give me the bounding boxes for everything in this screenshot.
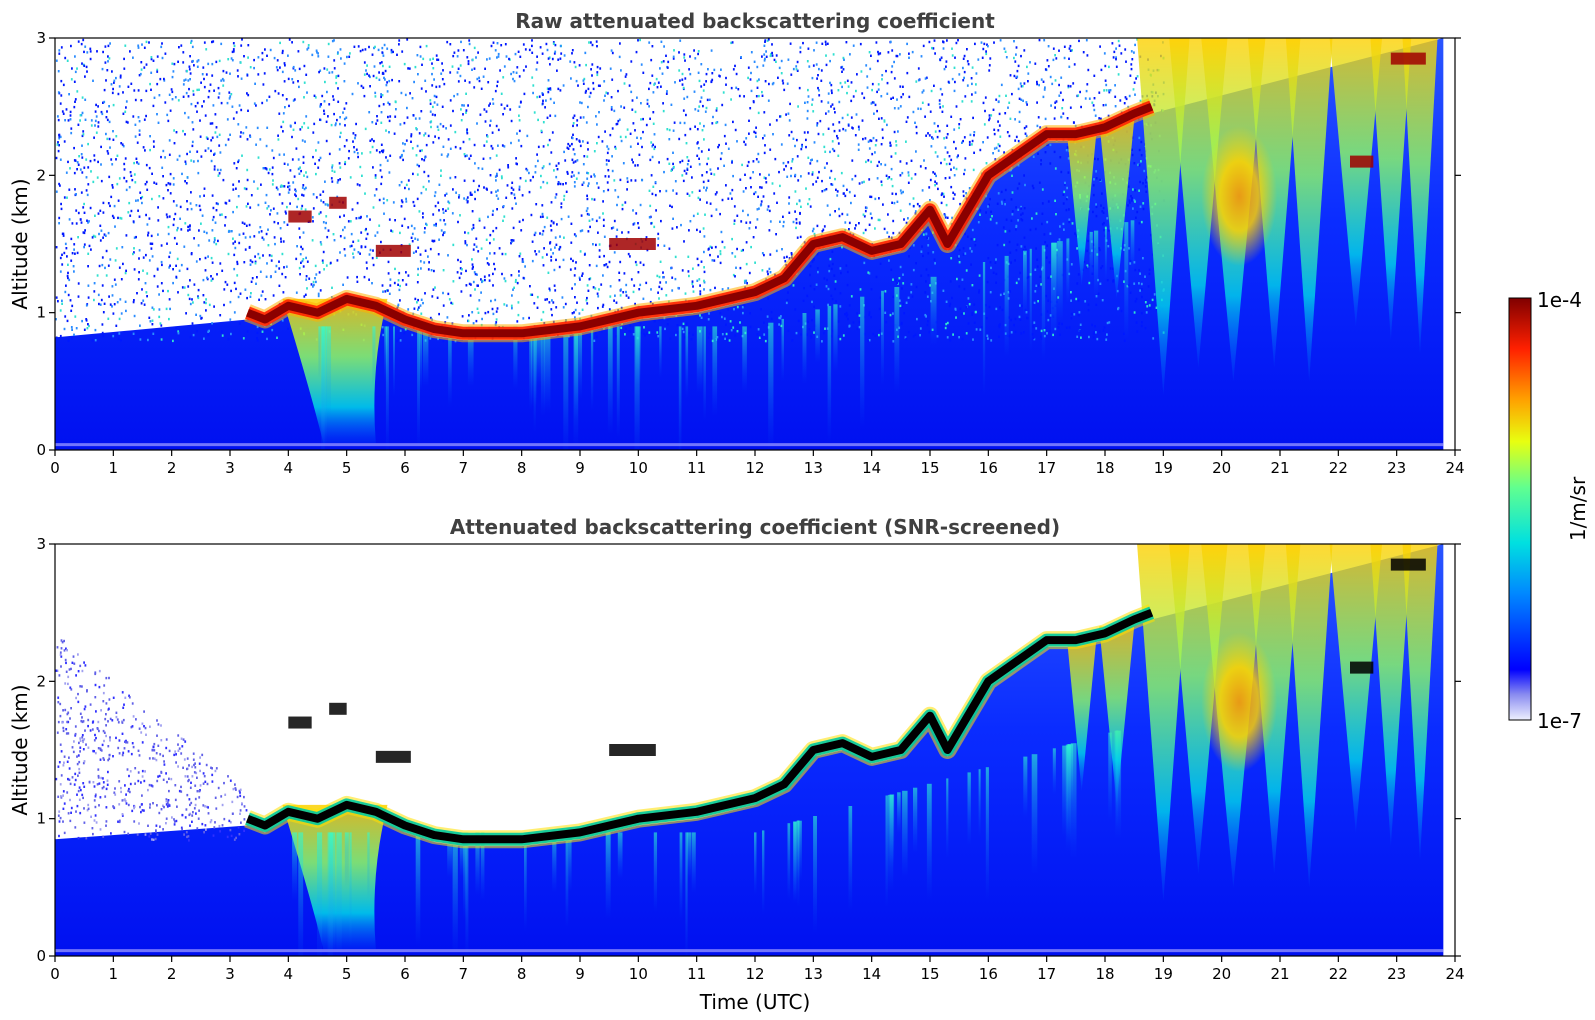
colorbar-max-label: 1e-4 bbox=[1537, 288, 1582, 312]
y-tick-label: 0 bbox=[36, 441, 46, 459]
x-tick-label: 17 bbox=[1037, 965, 1056, 983]
x-tick-label: 10 bbox=[629, 459, 648, 477]
x-tick-label: 21 bbox=[1270, 965, 1289, 983]
x-tick-label: 14 bbox=[862, 459, 881, 477]
chart-title: Attenuated backscattering coefficient (S… bbox=[450, 515, 1060, 539]
x-tick-label: 9 bbox=[575, 965, 585, 983]
x-tick-label: 13 bbox=[804, 459, 823, 477]
x-tick-label: 8 bbox=[517, 459, 527, 477]
x-tick-label: 1 bbox=[109, 459, 119, 477]
x-tick-label: 22 bbox=[1329, 965, 1348, 983]
x-tick-label: 8 bbox=[517, 965, 527, 983]
x-tick-label: 10 bbox=[629, 965, 648, 983]
y-tick-label: 0 bbox=[36, 947, 46, 965]
x-tick-label: 13 bbox=[804, 965, 823, 983]
heatmap-field bbox=[55, 38, 1455, 450]
x-tick-label: 7 bbox=[459, 459, 469, 477]
cloud-layer-top bbox=[246, 608, 1154, 844]
x-tick-label: 20 bbox=[1212, 965, 1231, 983]
x-tick-label: 16 bbox=[979, 459, 998, 477]
x-tick-label: 14 bbox=[862, 965, 881, 983]
x-axis-label: Time (UTC) bbox=[699, 990, 811, 1014]
x-tick-label: 24 bbox=[1445, 965, 1464, 983]
x-tick-label: 4 bbox=[284, 459, 294, 477]
x-tick-label: 22 bbox=[1329, 459, 1348, 477]
x-tick-label: 11 bbox=[687, 965, 706, 983]
y-tick-label: 2 bbox=[36, 672, 46, 690]
colorbar: 1e-4 1e-7 1/m/sr bbox=[1508, 288, 1590, 733]
x-tick-label: 4 bbox=[284, 965, 294, 983]
x-tick-label: 2 bbox=[167, 459, 177, 477]
y-tick-label: 3 bbox=[36, 535, 46, 553]
x-tick-label: 18 bbox=[1095, 965, 1114, 983]
x-tick-label: 0 bbox=[50, 459, 60, 477]
x-tick-label: 9 bbox=[575, 459, 585, 477]
x-tick-label: 12 bbox=[745, 459, 764, 477]
x-tick-label: 0 bbox=[50, 965, 60, 983]
y-tick-label: 2 bbox=[36, 166, 46, 184]
x-tick-label: 5 bbox=[342, 459, 352, 477]
x-tick-label: 3 bbox=[225, 965, 235, 983]
x-tick-label: 7 bbox=[459, 965, 469, 983]
panel-raw: Raw attenuated backscattering coefficien… bbox=[8, 9, 1465, 477]
x-tick-label: 12 bbox=[745, 965, 764, 983]
x-tick-label: 17 bbox=[1037, 459, 1056, 477]
y-axis-label: Altitude (km) bbox=[8, 178, 32, 309]
x-tick-label: 18 bbox=[1095, 459, 1114, 477]
y-tick-label: 1 bbox=[36, 810, 46, 828]
boundary-layer-region bbox=[55, 38, 1444, 450]
x-tick-label: 19 bbox=[1154, 459, 1173, 477]
colorbar-min-label: 1e-7 bbox=[1537, 709, 1582, 733]
panel-screened: Attenuated backscattering coefficient (S… bbox=[8, 515, 1465, 1014]
heatmap-field bbox=[55, 544, 1455, 956]
x-tick-label: 21 bbox=[1270, 459, 1289, 477]
colorbar-unit-label: 1/m/sr bbox=[1566, 476, 1590, 541]
cloud-layer-top bbox=[246, 102, 1154, 338]
x-tick-label: 2 bbox=[167, 965, 177, 983]
x-tick-label: 5 bbox=[342, 965, 352, 983]
x-tick-label: 11 bbox=[687, 459, 706, 477]
x-tick-label: 15 bbox=[920, 459, 939, 477]
x-tick-label: 23 bbox=[1387, 965, 1406, 983]
x-tick-label: 20 bbox=[1212, 459, 1231, 477]
x-tick-label: 15 bbox=[920, 965, 939, 983]
x-tick-label: 23 bbox=[1387, 459, 1406, 477]
y-tick-label: 1 bbox=[36, 304, 46, 322]
x-tick-label: 24 bbox=[1445, 459, 1464, 477]
x-tick-label: 19 bbox=[1154, 965, 1173, 983]
colorbar-scale bbox=[1508, 297, 1532, 721]
x-tick-label: 3 bbox=[225, 459, 235, 477]
x-tick-label: 6 bbox=[400, 459, 410, 477]
y-tick-label: 3 bbox=[36, 29, 46, 47]
x-tick-label: 6 bbox=[400, 965, 410, 983]
x-tick-label: 16 bbox=[979, 965, 998, 983]
y-axis-label: Altitude (km) bbox=[8, 684, 32, 815]
boundary-layer-region bbox=[55, 544, 1444, 956]
x-tick-label: 1 bbox=[109, 965, 119, 983]
chart-title: Raw attenuated backscattering coefficien… bbox=[515, 9, 995, 33]
